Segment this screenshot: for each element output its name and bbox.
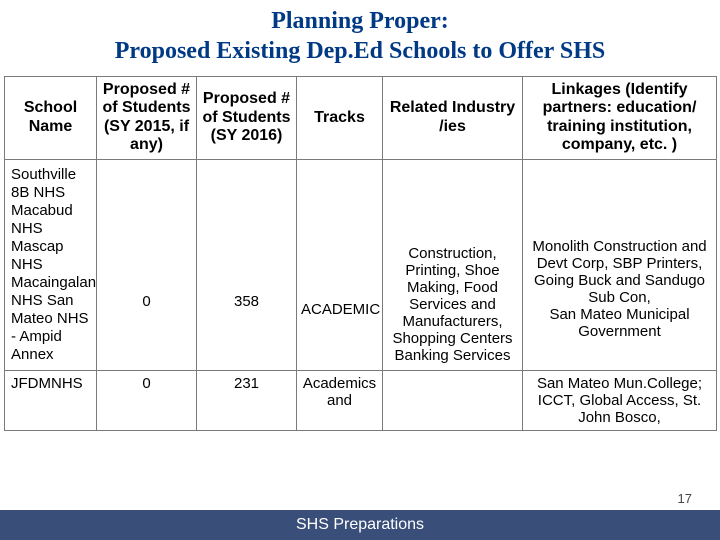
cell-industry: Construction, Printing, Shoe Making, Foo… xyxy=(383,159,523,370)
shs-plan-table: School Name Proposed # of Students (SY 2… xyxy=(4,76,717,431)
slide-title: Planning Proper: Proposed Existing Dep.E… xyxy=(0,0,720,76)
col-school-name: School Name xyxy=(5,77,97,160)
cell-sy2015: 0 xyxy=(97,159,197,370)
cell-tracks: ACADEMIC xyxy=(297,159,383,370)
col-industry: Related Industry /ies xyxy=(383,77,523,160)
cell-school: Southville 8B NHS Macabud NHS Mascap NHS… xyxy=(5,159,97,370)
cell-sy2016: 231 xyxy=(197,370,297,430)
cell-industry xyxy=(383,370,523,430)
cell-linkages: Monolith Construction and Devt Corp, SBP… xyxy=(523,159,717,370)
title-line-1: Planning Proper: xyxy=(8,6,712,36)
footer-label: SHS Preparations xyxy=(296,516,424,533)
col-linkages: Linkages (Identify partners: education/ … xyxy=(523,77,717,160)
title-line-2: Proposed Existing Dep.Ed Schools to Offe… xyxy=(8,36,712,66)
table-header-row: School Name Proposed # of Students (SY 2… xyxy=(5,77,717,160)
cell-tracks: Academics and xyxy=(297,370,383,430)
cell-linkages: San Mateo Mun.College; ICCT, Global Acce… xyxy=(523,370,717,430)
table-row: Southville 8B NHS Macabud NHS Mascap NHS… xyxy=(5,159,717,370)
cell-sy2015: 0 xyxy=(97,370,197,430)
cell-sy2016: 358 xyxy=(197,159,297,370)
footer-bar: SHS Preparations xyxy=(0,510,720,540)
col-tracks: Tracks xyxy=(297,77,383,160)
cell-school: JFDMNHS xyxy=(5,370,97,430)
page-number: 17 xyxy=(678,491,692,506)
table-row: JFDMNHS 0 231 Academics and San Mateo Mu… xyxy=(5,370,717,430)
col-sy2015: Proposed # of Students (SY 2015, if any) xyxy=(97,77,197,160)
col-sy2016: Proposed # of Students (SY 2016) xyxy=(197,77,297,160)
